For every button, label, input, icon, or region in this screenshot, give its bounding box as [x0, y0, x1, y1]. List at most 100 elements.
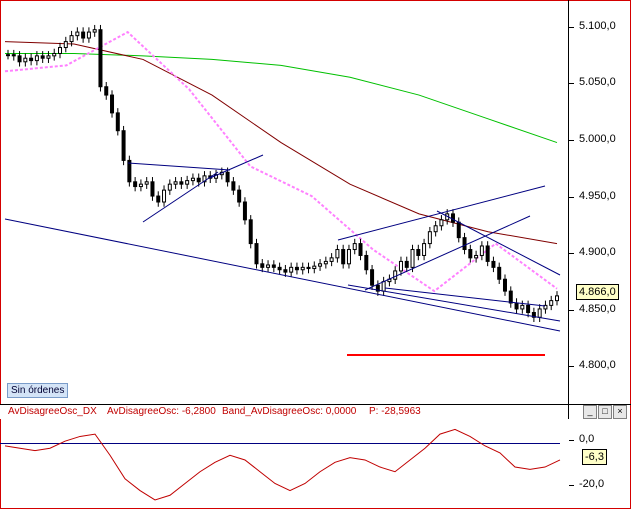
- candle: [121, 125, 126, 166]
- candle: [479, 241, 484, 261]
- candle: [514, 298, 519, 314]
- osc-axis[interactable]: 0,0 -20,0: [568, 405, 631, 507]
- price-tick: 4.850,0: [569, 303, 616, 315]
- pane-separator[interactable]: [0, 404, 631, 405]
- osc-tick: -20,0: [568, 478, 605, 490]
- candle: [341, 244, 346, 269]
- osc-value-label: AvDisagreeOsc: -6,2800: [107, 406, 216, 417]
- candle: [398, 256, 403, 276]
- price-axis[interactable]: 5.100,0 5.050,0 5.000,0 4.950,0 4.900,0 …: [569, 0, 631, 404]
- candle: [410, 244, 415, 273]
- candle: [173, 177, 178, 189]
- candle: [266, 260, 271, 273]
- candle: [237, 185, 242, 207]
- overlay-line-0: [5, 52, 558, 144]
- orders-button[interactable]: Sin órdenes: [7, 383, 69, 398]
- candle: [422, 238, 427, 261]
- osc-series-line: [4, 428, 561, 501]
- candle: [202, 171, 207, 187]
- candle: [404, 256, 409, 273]
- price-pane[interactable]: [0, 0, 569, 404]
- candle: [462, 232, 467, 255]
- candle: [214, 169, 219, 183]
- candle: [289, 262, 294, 277]
- candle: [474, 250, 479, 263]
- candle: [352, 238, 357, 255]
- candle: [427, 226, 432, 249]
- candle: [81, 27, 86, 43]
- candle: [190, 173, 195, 186]
- candle: [329, 253, 334, 267]
- candle: [543, 300, 548, 314]
- candle: [40, 51, 45, 63]
- candle: [248, 215, 253, 249]
- candle: [127, 155, 132, 187]
- candle: [346, 244, 351, 269]
- candle: [283, 264, 288, 277]
- candle: [11, 49, 16, 61]
- candle: [138, 179, 143, 192]
- candle: [375, 280, 380, 296]
- channel-lower-inner-line: [347, 284, 561, 322]
- candle: [271, 260, 276, 273]
- candle: [387, 274, 392, 287]
- price-tick: 5.100,0: [569, 20, 616, 32]
- price-tick: 5.050,0: [569, 76, 616, 88]
- candle: [6, 49, 10, 60]
- candle: [52, 48, 57, 61]
- candle: [456, 217, 461, 243]
- candle: [555, 291, 559, 306]
- candle: [156, 191, 161, 207]
- current-price-label: 4.866,0: [576, 284, 619, 300]
- pane-window-buttons: _ □ ×: [583, 405, 627, 419]
- candle: [491, 256, 496, 273]
- candle: [300, 262, 305, 275]
- candle: [69, 30, 74, 47]
- triangle-lower-line: [142, 171, 219, 223]
- candle: [104, 81, 109, 100]
- candle: [34, 51, 39, 66]
- candle: [526, 300, 531, 318]
- candle: [144, 177, 149, 189]
- close-icon[interactable]: ×: [613, 405, 627, 419]
- price-tick: 4.800,0: [569, 359, 616, 371]
- candle: [231, 177, 236, 195]
- candle: [450, 209, 455, 227]
- candle: [150, 177, 155, 201]
- candle: [531, 307, 536, 323]
- candle: [162, 185, 167, 207]
- candle: [254, 238, 259, 269]
- candle: [364, 250, 369, 275]
- candle: [75, 27, 80, 41]
- triangle-upper-line: [127, 162, 231, 171]
- candle: [58, 42, 63, 59]
- wedge-lower-line: [384, 287, 546, 307]
- candle: [381, 276, 386, 296]
- candle: [23, 53, 28, 67]
- candle: [520, 300, 525, 314]
- candle: [549, 295, 554, 311]
- candle: [416, 244, 421, 261]
- candle: [485, 241, 490, 267]
- candle: [242, 197, 247, 225]
- minimize-icon[interactable]: _: [583, 405, 597, 419]
- osc-tick: 0,0: [568, 433, 595, 445]
- price-tick: 4.900,0: [569, 246, 616, 258]
- maximize-icon[interactable]: □: [598, 405, 612, 419]
- price-tick: 5.000,0: [569, 133, 616, 145]
- candle: [63, 36, 68, 53]
- candle: [179, 177, 184, 189]
- candle: [433, 221, 438, 237]
- candle: [133, 177, 138, 192]
- candle: [98, 24, 103, 92]
- channel-lower-line: [4, 218, 561, 332]
- candle: [294, 262, 299, 275]
- osc-header: AvDisagreeOsc_DX AvDisagreeOsc: -6,2800 …: [0, 405, 569, 419]
- wedge-descending-line: [436, 210, 561, 276]
- candle: [502, 274, 507, 296]
- candle: [277, 262, 282, 275]
- current-osc-label: -6,3: [582, 449, 607, 465]
- wedge-inner-line: [364, 215, 531, 291]
- osc-title: AvDisagreeOsc_DX: [8, 406, 97, 417]
